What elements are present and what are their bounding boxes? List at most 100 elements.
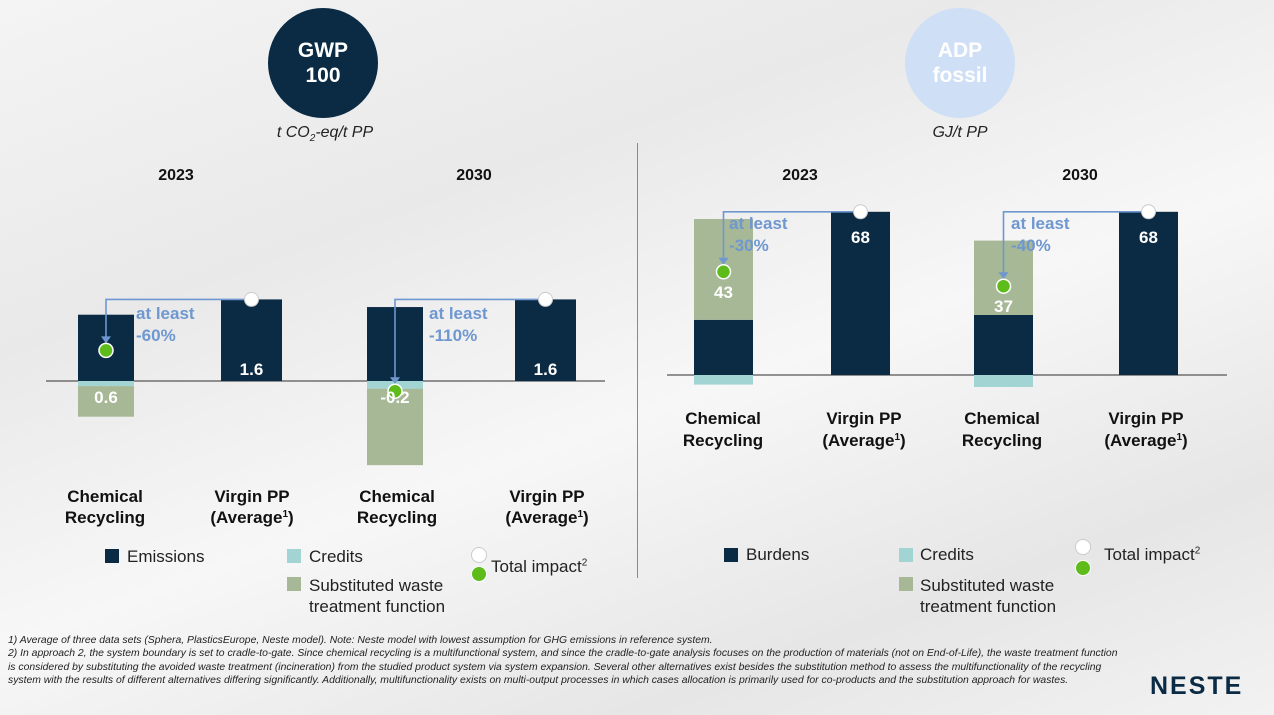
legend-burdens-label: Burdens <box>746 545 810 564</box>
gwp-2023-virgin-label-1: Virgin PP <box>214 487 289 506</box>
adp-2023-virgin-label-1: Virgin PP <box>826 409 901 428</box>
adp-2023-reduction-arrow <box>722 211 861 263</box>
adp-2023-chem-label-2: Recycling <box>683 431 763 450</box>
adp-chart: 43 68 at least -30% 37 68 at least -40% Chemica… <box>667 204 1227 450</box>
adp-2030-chem-value: 37 <box>994 297 1013 316</box>
legend-substituted-swatch <box>287 577 301 591</box>
gwp-2030-annotation-1: at least <box>429 304 488 323</box>
adp-unit: GJ/t PP <box>932 124 988 141</box>
gwp-2030-virgin-total-dot <box>538 291 553 307</box>
adp-2023-chem-value: 43 <box>714 283 733 302</box>
adp-2023-annotation-2: -30% <box>729 236 769 255</box>
gwp-2030-reduction-arrow <box>394 298 546 383</box>
adp-2030-annotation-1: at least <box>1011 214 1070 233</box>
gwp-year-2023: 2023 <box>158 167 194 184</box>
gwp-chart: 0.6 1.6 at least -60% -0.2 1.6 at least -110% C… <box>46 291 605 527</box>
legend-substituted-line2: treatment function <box>309 597 446 616</box>
adp-2023-chem-label-1: Chemical <box>685 409 761 428</box>
footnote-1: 1) Average of three data sets (Sphera, P… <box>8 635 713 646</box>
legend-total-white-dot <box>471 547 487 563</box>
gwp-2023-chem-label-1: Chemical <box>67 487 143 506</box>
adp-2030-virgin-total-dot <box>1141 204 1156 220</box>
legend-substituted-label: Substituted waste treatment function <box>309 575 445 617</box>
gwp-2030-chem-total-dot <box>387 383 403 399</box>
legend-total-white-dot-right <box>1075 539 1091 555</box>
gwp-2023-chem-substituted-bar <box>78 386 134 417</box>
adp-2023-chem-credits-bar <box>694 375 753 385</box>
adp-2030-chem-credits-bar <box>974 375 1033 387</box>
neste-logo: NESTE <box>1150 672 1244 700</box>
adp-2023-chem-burdens-bar <box>694 319 753 375</box>
gwp-2030-virgin-emissions-bar <box>515 299 576 381</box>
footnote-2: 2) In approach 2, the system boundary is… <box>8 648 1118 687</box>
legend-credits-label: Credits <box>309 547 363 566</box>
gwp-2023-virgin-value: 1.6 <box>240 360 264 379</box>
legend-substituted-swatch-right <box>899 577 913 591</box>
gwp-2023-chem-total-dot <box>98 342 114 359</box>
adp-2030-arrow-head <box>998 272 1009 280</box>
legend-substituted-label-right: Substituted waste treatment function <box>920 575 1056 617</box>
gwp-badge-line2: 100 <box>305 64 341 87</box>
adp-badge-line1: ADP <box>937 39 983 62</box>
adp-2030-virgin-label-2: (Average1) <box>1104 431 1187 450</box>
adp-2030-virgin-burdens-bar <box>1119 211 1178 375</box>
gwp-unit: t CO2-eq/t PP <box>240 124 410 144</box>
adp-badge: ADP fossil <box>905 8 1015 118</box>
adp-2023-virgin-total-dot <box>853 204 868 220</box>
adp-2030-reduction-arrow <box>1002 211 1149 278</box>
legend-burdens-swatch <box>724 548 738 562</box>
gwp-2023-virgin-total-dot <box>244 291 259 307</box>
gwp-year-2030: 2030 <box>456 167 492 184</box>
gwp-2023-annotation-1: at least <box>136 304 195 323</box>
legend-emissions-swatch <box>105 549 119 563</box>
gwp-2030-chem-value: -0.2 <box>380 388 409 407</box>
gwp-2030-virgin-label-2: (Average1) <box>505 508 588 527</box>
gwp-2030-virgin-value: 1.6 <box>534 360 558 379</box>
adp-2023-virgin-burdens-bar <box>831 211 890 375</box>
panel-divider <box>637 143 638 578</box>
adp-2030-chem-burdens-bar <box>974 315 1033 375</box>
legend-total-label: Total impact2 <box>491 557 588 576</box>
gwp-2023-virgin-label-2: (Average1) <box>210 508 293 527</box>
adp-2030-chem-label-2: Recycling <box>962 431 1042 450</box>
gwp-2030-chem-label-2: Recycling <box>357 508 437 527</box>
gwp-2023-chem-credits-bar <box>78 381 134 387</box>
gwp-2023-chem-value: 0.6 <box>94 388 118 407</box>
legend-emissions-label: Emissions <box>127 547 205 566</box>
gwp-2023-reduction-arrow <box>105 298 252 342</box>
gwp-2030-annotation-2: -110% <box>429 326 477 345</box>
adp-2023-virgin-value: 68 <box>851 228 870 247</box>
legend-credits-swatch <box>287 549 301 563</box>
adp-2030-virgin-label-1: Virgin PP <box>1108 409 1183 428</box>
legend-total-label-right: Total impact2 <box>1104 545 1201 564</box>
adp-2030-annotation-2: -40% <box>1011 236 1051 255</box>
gwp-2023-virgin-emissions-bar <box>221 299 282 381</box>
adp-badge-line2: fossil <box>932 64 988 87</box>
gwp-unit-suffix: -eq/t PP <box>315 124 374 141</box>
legend-substituted-right-line2: treatment function <box>920 597 1057 616</box>
adp-2023-chem-total-dot <box>715 264 732 280</box>
gwp-2030-chem-label-1: Chemical <box>359 487 435 506</box>
adp-2023-annotation-1: at least <box>729 214 788 233</box>
footnotes: 1) Average of three data sets (Sphera, P… <box>8 634 1118 688</box>
gwp-badge: GWP 100 <box>268 8 378 118</box>
gwp-2030-virgin-label-1: Virgin PP <box>509 487 584 506</box>
gwp-unit-sub: 2 <box>309 133 316 145</box>
gwp-2030-arrow-head <box>390 377 400 385</box>
adp-2023-arrow-head <box>718 257 729 265</box>
adp-2030-chem-total-dot <box>995 278 1012 294</box>
legend-credits-label-right: Credits <box>920 545 974 564</box>
gwp-2023-annotation-2: -60% <box>136 326 176 345</box>
legend-total-green-dot-right <box>1075 560 1091 576</box>
legend-substituted-right-line1: Substituted waste <box>920 576 1055 595</box>
gwp-badge-line1: GWP <box>297 39 349 62</box>
gwp-2023-arrow-head <box>101 336 111 344</box>
legend-total-green-dot <box>471 566 487 582</box>
legend-credits-swatch-right <box>899 548 913 562</box>
adp-2030-chem-label-1: Chemical <box>964 409 1040 428</box>
gwp-unit-prefix: t CO <box>276 124 310 141</box>
adp-year-2030: 2030 <box>1062 167 1098 184</box>
adp-year-2023: 2023 <box>782 167 818 184</box>
adp-2030-virgin-value: 68 <box>1139 228 1158 247</box>
gwp-2030-chem-substituted-bar <box>367 388 423 466</box>
